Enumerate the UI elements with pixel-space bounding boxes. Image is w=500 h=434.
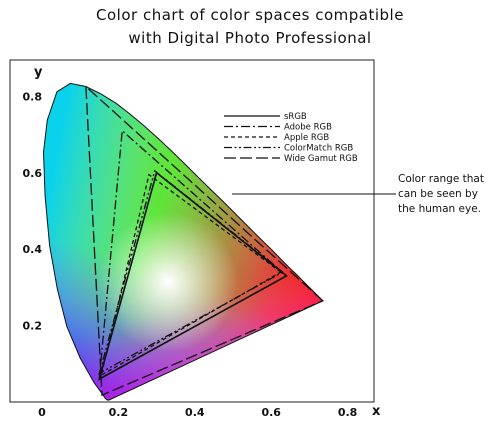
x-tick-label: 0.6 xyxy=(261,406,281,419)
legend-label-colormatch-rgb: ColorMatch RGB xyxy=(284,144,353,154)
y-tick-label: 0.2 xyxy=(23,320,43,333)
annotation-line-2: can be seen by xyxy=(398,188,478,200)
x-tick-label: 0.2 xyxy=(109,406,129,419)
y-tick-label: 0.8 xyxy=(23,90,43,103)
gamut-triangle-apple-rgb xyxy=(100,173,282,377)
spectral-locus-outline xyxy=(42,82,324,401)
legend-label-apple-rgb: Apple RGB xyxy=(284,133,329,143)
y-tick-labels: 0.2 0.4 0.6 0.8 xyxy=(23,90,43,332)
gamut-triangles xyxy=(85,84,324,397)
chart-title-line-1: Color chart of color spaces compatible xyxy=(96,6,404,24)
legend-label-srgb: sRGB xyxy=(284,112,307,122)
gamut-triangle-colormatch-rgb xyxy=(98,169,284,375)
x-tick-label: 0.4 xyxy=(185,406,205,419)
annotation-text: Color range that can be seen by the huma… xyxy=(398,172,500,217)
gamut-triangle-srgb xyxy=(98,171,288,381)
annotation-line-3: the human eye. xyxy=(398,203,482,215)
gamut-triangle-adobe-rgb xyxy=(98,129,288,381)
annotation-line-1: Color range that xyxy=(398,173,484,185)
x-tick-label: 0.8 xyxy=(338,406,358,419)
chart-title: Color chart of color spaces compatible w… xyxy=(0,4,500,50)
x-tick-label: 0 xyxy=(38,406,46,419)
legend-label-adobe-rgb: Adobe RGB xyxy=(284,123,332,133)
legend-label-wide-gamut-rgb: Wide Gamut RGB xyxy=(284,154,358,164)
chart-title-line-2: with Digital Photo Professional xyxy=(128,29,372,47)
y-tick-label: 0.4 xyxy=(23,243,43,256)
x-tick-labels: 0 0.2 0.4 0.6 0.8 xyxy=(38,406,357,419)
y-tick-label: 0.6 xyxy=(23,167,43,180)
x-axis-label: x xyxy=(372,404,381,419)
y-axis-label: y xyxy=(34,65,43,80)
plot-frame xyxy=(9,59,375,403)
gamut-triangle-wide-gamut-rgb xyxy=(85,84,324,397)
